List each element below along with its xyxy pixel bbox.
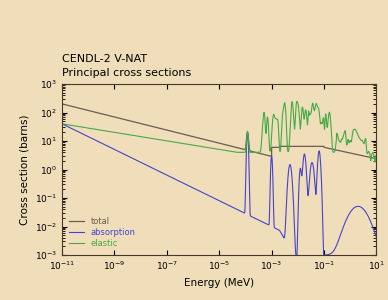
elastic	[370, 152, 374, 155]
absorption	[73, 128, 78, 132]
total	[60, 102, 64, 106]
absorption	[213, 197, 218, 201]
elastic	[260, 123, 265, 127]
total	[374, 157, 379, 160]
absorption	[78, 131, 83, 135]
Text: CENDL-2 V-NAT
Principal cross sections: CENDL-2 V-NAT Principal cross sections	[62, 55, 191, 78]
total	[293, 145, 297, 148]
absorption	[374, 235, 379, 239]
absorption	[357, 205, 362, 208]
absorption	[121, 152, 126, 156]
absorption	[60, 122, 64, 126]
elastic	[201, 145, 206, 149]
elastic	[373, 155, 378, 158]
Line: elastic: elastic	[62, 101, 376, 162]
elastic	[333, 148, 338, 151]
elastic	[341, 132, 346, 136]
total	[310, 145, 314, 148]
absorption	[61, 123, 66, 126]
X-axis label: Energy (MeV): Energy (MeV)	[184, 278, 254, 288]
elastic	[294, 100, 299, 103]
elastic	[372, 160, 377, 164]
total	[173, 130, 178, 134]
Legend: total, absorption, elastic: total, absorption, elastic	[66, 214, 139, 252]
Y-axis label: Cross section (barns): Cross section (barns)	[19, 114, 29, 225]
Line: total: total	[62, 104, 376, 159]
total	[260, 152, 264, 156]
elastic	[60, 122, 64, 126]
total	[76, 106, 80, 110]
Line: absorption: absorption	[62, 124, 376, 255]
total	[246, 133, 250, 137]
elastic	[374, 153, 379, 156]
absorption	[294, 253, 298, 257]
